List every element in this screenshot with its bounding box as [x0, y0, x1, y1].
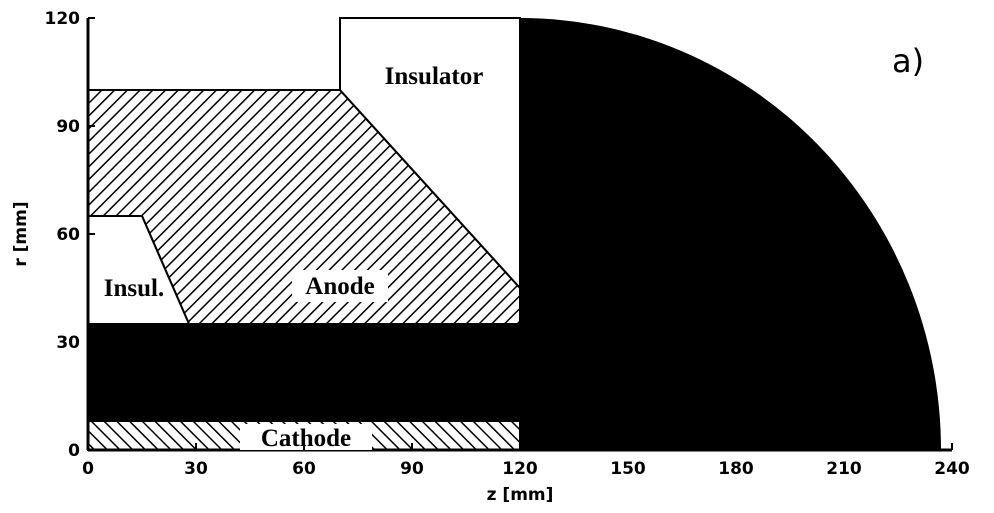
panel-label: a)	[892, 42, 924, 80]
x-tick-label: 210	[826, 459, 862, 479]
y-tick-label: 90	[56, 117, 80, 137]
region-label: Insul.	[104, 275, 164, 302]
region-label: Cathode	[261, 425, 351, 452]
region-label: Anode	[305, 273, 374, 300]
y-tick-label: 60	[56, 225, 80, 245]
x-tick-label: 30	[184, 459, 208, 479]
plasma-channel	[88, 324, 522, 422]
label-bg	[368, 60, 496, 92]
region-label: Insulator	[385, 63, 484, 90]
plasma-region	[520, 18, 941, 450]
y-tick-label: 120	[45, 9, 81, 29]
x-tick-label: 120	[502, 459, 538, 479]
y-axis-label: r [mm]	[11, 201, 31, 266]
y-tick-label: 30	[56, 333, 80, 353]
x-tick-label: 240	[934, 459, 970, 479]
x-axis-label: z [mm]	[487, 485, 554, 505]
label-bg	[240, 424, 372, 450]
x-tick-label: 150	[610, 459, 646, 479]
y-tick-label: 0	[68, 441, 80, 461]
x-tick-label: 90	[400, 459, 424, 479]
x-tick-label: 60	[292, 459, 316, 479]
x-tick-label: 180	[718, 459, 754, 479]
label-bg	[292, 270, 388, 302]
x-tick-label: 0	[82, 459, 94, 479]
